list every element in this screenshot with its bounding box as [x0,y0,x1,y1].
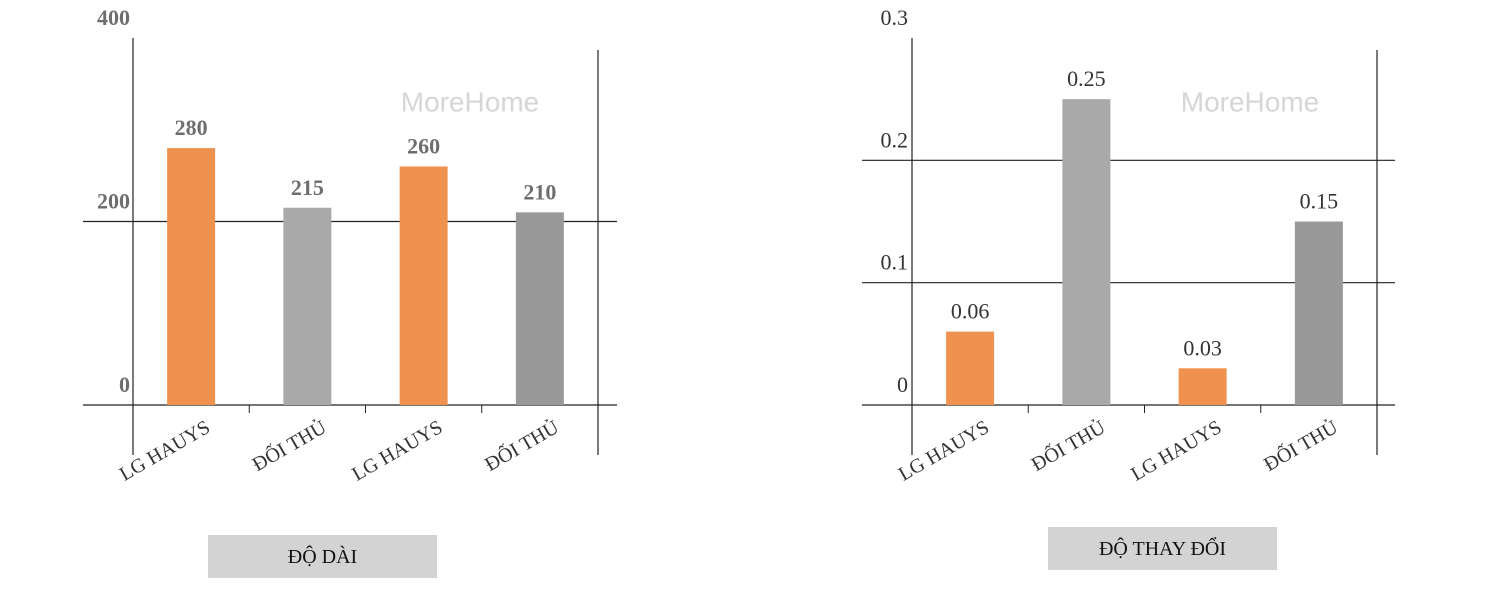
x-label-group: LG HAUYS [348,416,446,485]
x-label-group: ĐỐI THỦ [480,414,563,476]
x-tick-label: ĐỐI THỦ [248,414,331,476]
caption-box [1048,527,1277,570]
y-tick-label: 400 [97,5,130,30]
watermark: MoreHome [1181,86,1319,117]
bar [946,331,995,405]
x-label-group: LG HAUYS [116,416,214,485]
x-label-group: ĐỐI THỦ [1259,414,1342,476]
x-tick-label: ĐỐI THỦ [1259,414,1342,476]
x-tick-label: LG HAUYS [348,416,446,485]
x-tick-label: ĐỐI THỦ [480,414,563,476]
bar [1062,99,1111,406]
caption-box [208,535,437,578]
x-tick-label: LG HAUYS [895,416,993,485]
x-tick-label: ĐỐI THỦ [1027,414,1110,476]
x-tick-label: LG HAUYS [116,416,214,485]
y-tick-label: 0 [897,372,908,397]
y-tick-label: 0.2 [881,127,909,152]
x-label-group: LG HAUYS [895,416,993,485]
bar [283,207,332,405]
value-label: 0.03 [1183,335,1222,360]
x-label-group: ĐỐI THỦ [1027,414,1110,476]
bar [399,166,448,405]
y-tick-label: 0.3 [881,5,909,30]
bar [515,212,564,405]
value-label: 215 [291,175,324,200]
value-label: 260 [407,133,440,158]
x-label-group: LG HAUYS [1127,416,1225,485]
value-label: 0.06 [951,299,990,324]
value-label: 280 [175,115,208,140]
watermark: MoreHome [401,86,539,117]
value-label: 0.15 [1300,189,1339,214]
y-tick-label: 0 [119,372,130,397]
chart-title: ĐỘ DÀI [288,544,357,568]
y-tick-label: 200 [97,189,130,214]
x-tick-label: LG HAUYS [1127,416,1225,485]
bar [1178,368,1227,405]
value-label: 210 [523,179,556,204]
x-label-group: ĐỐI THỦ [248,414,331,476]
y-tick-label: 0.1 [881,250,909,275]
chart-title: ĐỘ THAY ĐỔI [1099,536,1226,560]
value-label: 0.25 [1067,66,1106,91]
bar [1294,221,1343,405]
bar [167,148,216,405]
